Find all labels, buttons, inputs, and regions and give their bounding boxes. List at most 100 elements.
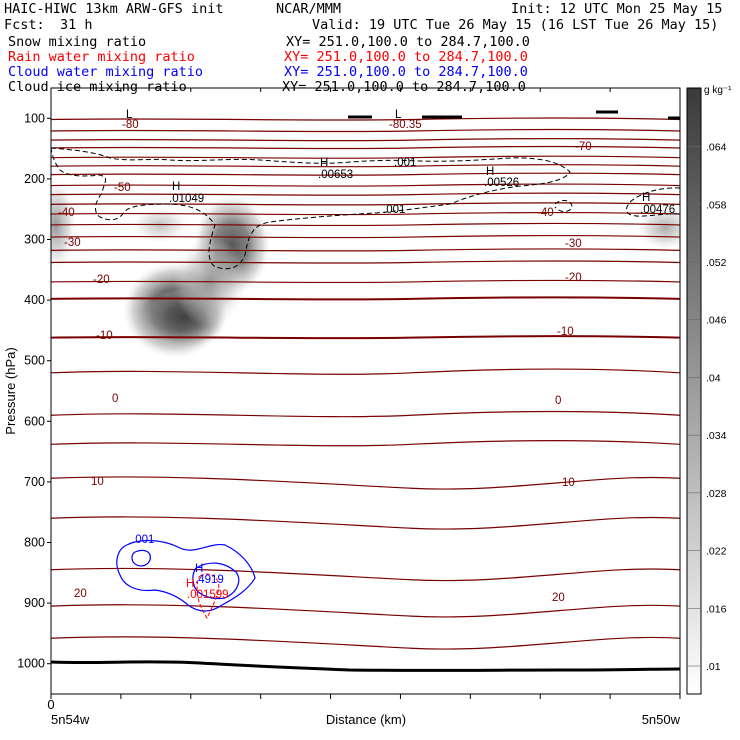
temp-label: -20 (565, 272, 582, 284)
isotherm-line (51, 279, 680, 284)
cloud-ice-thick-segments (348, 110, 680, 120)
field-xy-cloud-ice: XY= 251.0,100.0 to 284.7,100.0 (282, 79, 526, 95)
temp-label: 0 (112, 393, 118, 405)
ice-label: .001 (394, 157, 416, 169)
chart-title: HAIC-HIWC 13km ARW-GFS init (4, 1, 224, 17)
colorbar-label: .01 (706, 661, 721, 673)
y-tick-label: 500 (24, 354, 45, 368)
colorbar-unit: g kg⁻¹ (704, 85, 732, 96)
temp-label: -70 (575, 141, 592, 153)
organization-label: NCAR/MMM (276, 1, 342, 17)
x-left-location: 5n54w (51, 712, 90, 727)
contour-labels: L -80 L -80.35 -70 -50 H .01049 H .00653… (58, 109, 675, 604)
y-tick-label: 400 (24, 293, 45, 307)
ice-label: .00526 (484, 177, 519, 189)
colorbar-label: .052 (706, 257, 727, 269)
field-name-rain: Rain water mixing ratio (8, 49, 195, 65)
colorbar-label: .058 (706, 199, 727, 211)
cloud-water-label: H (195, 563, 203, 575)
ice-label: .01049 (169, 193, 204, 205)
init-time: Init: 12 UTC Mon 25 May 15 (511, 1, 723, 17)
forecast-label: Fcst: (4, 17, 45, 33)
isotherm-line (51, 410, 680, 418)
cloud-water-contours (116, 539, 256, 612)
cloud-ice-contour-main (51, 147, 571, 270)
temp-label: 20 (552, 592, 565, 604)
field-xy-snow: XY= 251.0,100.0 to 284.7,100.0 (286, 34, 530, 50)
colorbar-label: .028 (706, 488, 727, 500)
y-axis-label: Pressure (hPa) (3, 347, 18, 434)
isotherm-line (51, 296, 680, 301)
y-tick-label: 300 (24, 233, 45, 247)
temperature-contours (51, 117, 680, 650)
isotherm-line (51, 172, 680, 176)
y-axis: 100 200 300 400 500 600 700 800 900 1000 (17, 111, 51, 671)
y-tick-label: 1000 (17, 657, 45, 671)
cloud-water-label: .001 (132, 534, 154, 546)
x-axis-ticks (50, 88, 681, 699)
isotherm-line (51, 117, 680, 121)
ice-label: .00476 (640, 204, 675, 216)
isotherm-line (51, 234, 680, 239)
y-tick-label: 900 (24, 596, 45, 610)
temp-label: -40 (537, 207, 554, 219)
x-tick-zero: 0 (47, 697, 54, 712)
isotherm-line (51, 128, 680, 133)
temp-label: -10 (96, 330, 113, 342)
field-xy-rain: XY= 251.0,100.0 to 284.7,100.0 (284, 49, 528, 65)
colorbar-label: .046 (706, 315, 727, 327)
ice-label: L (126, 109, 133, 121)
ice-label: .00653 (318, 169, 353, 181)
y-tick-label: 600 (24, 414, 45, 428)
isotherm-line (51, 516, 680, 530)
temp-label: 0 (555, 395, 561, 407)
isotherm-line (51, 138, 680, 142)
y-tick-label: 700 (24, 475, 45, 489)
surface-pressure-line (50, 660, 681, 672)
isotherm-line (51, 567, 680, 582)
temp-label: -80 (122, 119, 139, 131)
ice-label: L (395, 109, 402, 121)
isotherm-line (51, 192, 680, 196)
temp-label: -50 (114, 182, 131, 194)
temp-label: 10 (562, 477, 575, 489)
temp-label: -10 (557, 326, 574, 338)
isotherm-line (51, 183, 680, 187)
plot-frame (50, 87, 681, 695)
isotherm-line (51, 202, 680, 206)
isotherm-line (51, 260, 680, 264)
cloud-ice-contours (51, 147, 680, 270)
isotherm-line (51, 335, 680, 340)
colorbar-label: .016 (706, 603, 727, 615)
isotherm-line (51, 145, 680, 150)
cloud-water-label: .4919 (195, 574, 224, 586)
temp-label: 20 (74, 588, 87, 600)
snow-right-edge (637, 206, 680, 250)
rain-contours (196, 573, 220, 619)
cloud-water-contour-outer (116, 539, 256, 612)
ice-label: H (642, 192, 650, 204)
colorbar-label: .064 (706, 142, 727, 154)
isotherm-line (51, 439, 680, 447)
cloud-ice-contour-right (626, 187, 680, 217)
ice-label: H (486, 166, 494, 178)
isotherm-line (51, 368, 680, 375)
colorbar-scale (686, 87, 702, 695)
isotherm-line (51, 604, 680, 618)
colorbar-label: .04 (706, 372, 721, 384)
x-right-location: 5n50w (642, 712, 681, 727)
y-tick-label: 100 (24, 111, 45, 125)
colorbar-label: .034 (706, 430, 727, 442)
colorbar: .01 .016 .022 .028 .034 .04 .046 .052 .058 .064 g… (686, 85, 732, 695)
ice-label: .001 (383, 204, 405, 216)
temp-label: -30 (565, 238, 582, 250)
colorbar-ticks: .01 .016 .022 .028 .034 .04 .046 .052 .058 .064 (687, 142, 727, 673)
x-axis-label: Distance (km) (326, 712, 406, 727)
field-name-snow: Snow mixing ratio (8, 34, 147, 50)
temp-label: -30 (64, 237, 81, 249)
field-name-cloud-water: Cloud water mixing ratio (8, 64, 204, 80)
isotherm-line (51, 636, 680, 650)
isotherm-line (51, 222, 680, 227)
isotherm-line (51, 248, 680, 252)
